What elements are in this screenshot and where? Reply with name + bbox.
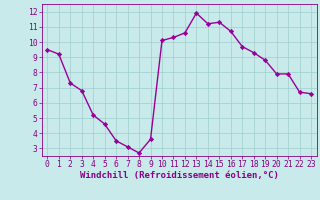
X-axis label: Windchill (Refroidissement éolien,°C): Windchill (Refroidissement éolien,°C) — [80, 171, 279, 180]
